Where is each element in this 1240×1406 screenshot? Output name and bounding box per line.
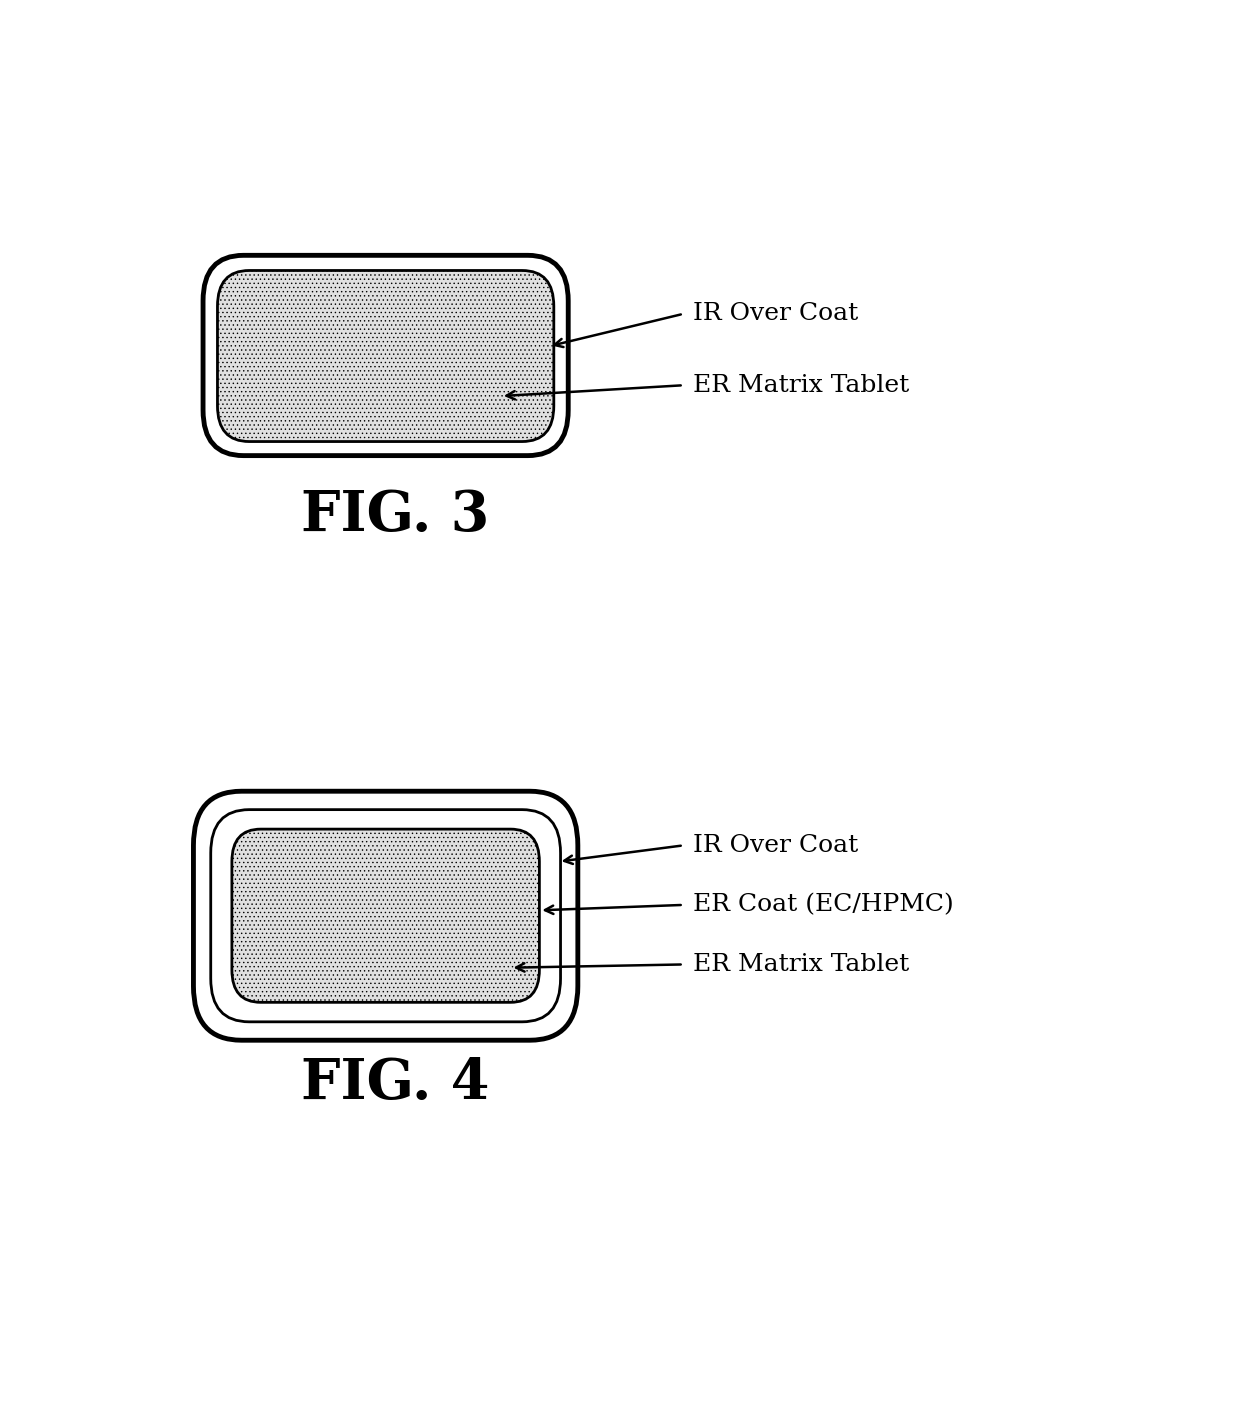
Text: ER Coat (EC/HPMC): ER Coat (EC/HPMC) [693,893,954,917]
Text: IR Over Coat: IR Over Coat [693,302,858,325]
FancyBboxPatch shape [232,830,539,1002]
FancyBboxPatch shape [203,256,568,456]
Text: ER Matrix Tablet: ER Matrix Tablet [693,953,909,976]
Text: IR Over Coat: IR Over Coat [693,834,858,856]
FancyBboxPatch shape [211,810,560,1022]
Text: FIG. 3: FIG. 3 [301,488,490,543]
FancyBboxPatch shape [217,270,554,441]
FancyBboxPatch shape [193,792,578,1040]
Text: FIG. 4: FIG. 4 [301,1056,490,1111]
Text: ER Matrix Tablet: ER Matrix Tablet [693,374,909,396]
